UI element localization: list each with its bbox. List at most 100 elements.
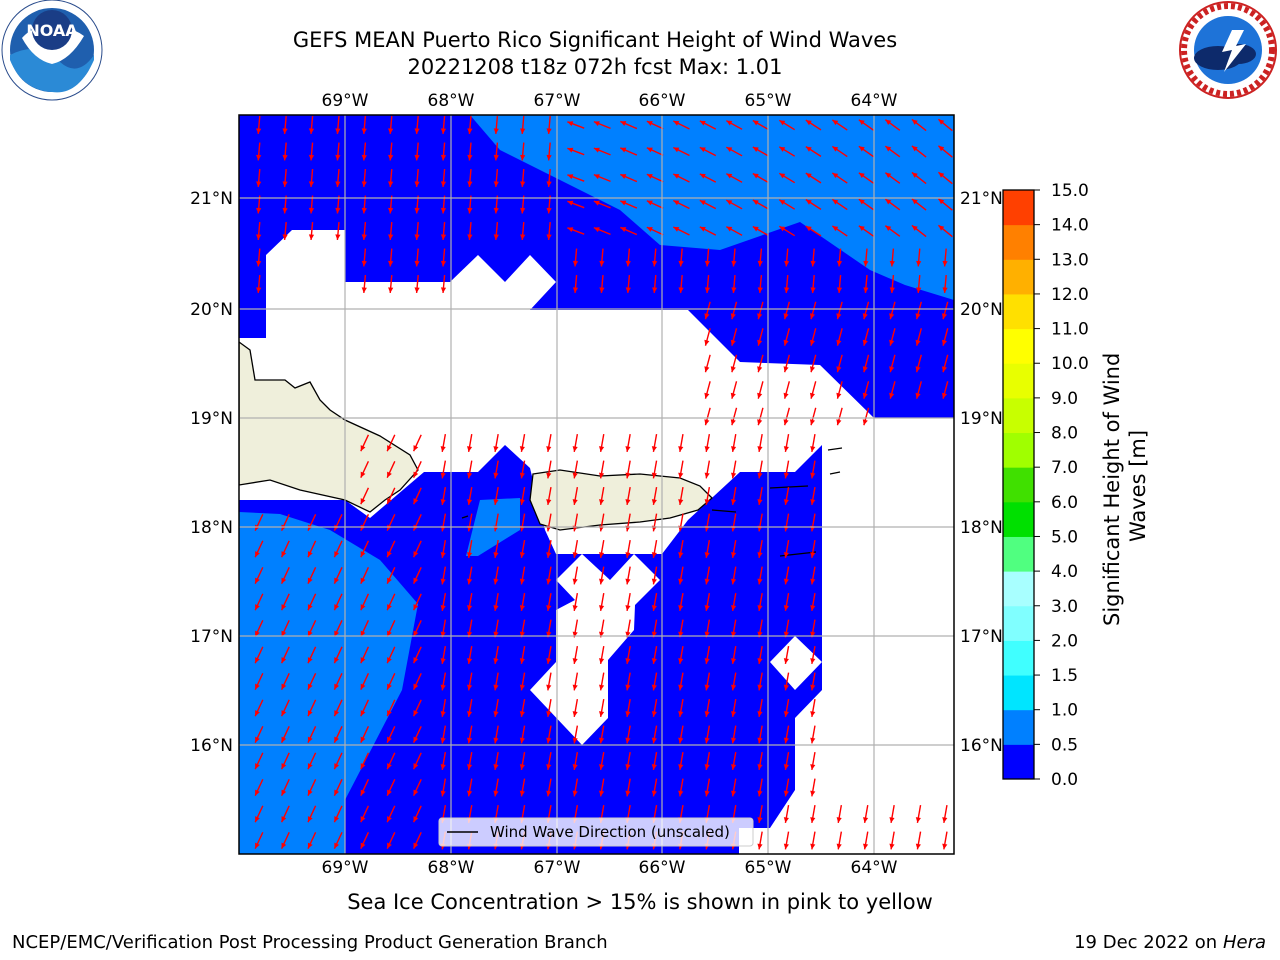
lon-tick-label: 67°W xyxy=(534,858,581,878)
wave-arrow-head xyxy=(307,842,313,849)
colorbar-tick-label: 0.5 xyxy=(1051,735,1078,755)
wave-arrow-head xyxy=(889,843,895,850)
wave-arrow-head xyxy=(413,789,419,796)
wave-arrow-head xyxy=(572,260,579,267)
colorbar-segment xyxy=(1003,328,1034,364)
colorbar-segment xyxy=(1003,675,1034,711)
wave-arrow-head xyxy=(805,173,812,179)
colorbar-segment xyxy=(1003,190,1034,226)
wave-arrow-head xyxy=(783,499,789,505)
colorbar-segment xyxy=(1003,571,1034,607)
wave-arrow-head xyxy=(810,578,816,585)
wave-arrow-head xyxy=(704,711,710,717)
wave-arrow-head xyxy=(599,446,605,452)
wave-arrow-head xyxy=(360,604,366,611)
wave-arrow-head xyxy=(810,737,816,744)
wave-arrow-head xyxy=(832,146,839,152)
wave-arrow-head xyxy=(493,790,499,797)
wave-arrow-head xyxy=(941,313,947,320)
wave-arrow-head xyxy=(915,817,921,823)
wave-arrow-head xyxy=(467,234,473,240)
wave-arrow-head xyxy=(281,816,287,823)
wave-arrow-head xyxy=(704,790,710,797)
wave-arrow-head xyxy=(783,578,789,585)
wave-arrow-head xyxy=(281,551,287,558)
wave-arrow-head xyxy=(440,446,446,452)
wave-arrow-head xyxy=(255,577,260,584)
legend-label: Wind Wave Direction (unscaled) xyxy=(490,823,730,841)
wave-arrow-head xyxy=(809,392,815,399)
wave-arrow-head xyxy=(360,816,366,823)
wave-arrow-head xyxy=(620,174,627,179)
wave-arrow-head xyxy=(519,499,525,505)
wave-arrow-head xyxy=(731,578,737,585)
wave-arrow-head xyxy=(731,287,737,293)
wave-arrow-head xyxy=(256,181,262,187)
wave-arrow-head xyxy=(307,816,313,823)
wave-arrow-head xyxy=(784,260,790,267)
wave-arrow-head xyxy=(810,658,816,664)
wave-arrow-head xyxy=(678,711,684,717)
colorbar-tick-label: 9.0 xyxy=(1051,389,1078,409)
wave-arrow-head xyxy=(572,446,578,452)
wave-arrow-head xyxy=(493,684,499,691)
wave-arrow-head xyxy=(862,392,868,399)
nws-logo-icon xyxy=(1179,1,1277,99)
wave-arrow-head xyxy=(783,419,789,426)
wave-arrow-head xyxy=(413,604,419,611)
wave-arrow-head xyxy=(757,817,763,823)
wave-arrow-head xyxy=(388,181,394,187)
wave-arrow-head xyxy=(916,260,922,267)
wave-arrow-head xyxy=(334,551,340,558)
wave-arrow-head xyxy=(546,605,552,611)
wave-arrow-head xyxy=(256,234,262,240)
wave-arrow-head xyxy=(413,630,419,637)
wave-arrow-head xyxy=(387,816,392,823)
wave-arrow-head xyxy=(651,446,657,452)
wave-arrow-head xyxy=(810,552,816,558)
wave-arrow-head xyxy=(519,552,525,558)
wave-arrow-head xyxy=(387,630,392,637)
wave-arrow-head xyxy=(599,472,605,479)
wave-arrow-head xyxy=(757,764,763,770)
wave-arrow-head xyxy=(810,684,816,691)
wave-arrow-head xyxy=(809,366,815,373)
wave-arrow-head xyxy=(440,684,446,691)
wave-arrow-head xyxy=(704,472,710,479)
wave-arrow-head xyxy=(593,174,600,180)
wave-arrow-head xyxy=(413,471,419,478)
wave-arrow-head xyxy=(625,790,631,797)
wave-arrow-head xyxy=(255,736,260,743)
wave-arrow-head xyxy=(678,658,684,664)
wave-arrow-head xyxy=(440,605,446,611)
map-legend: Wind Wave Direction (unscaled) xyxy=(438,817,754,847)
wave-arrow-head xyxy=(334,710,340,717)
wave-arrow-head xyxy=(572,605,578,611)
wave-arrow-head xyxy=(360,445,366,452)
wave-arrow-head xyxy=(863,843,869,850)
colorbar: 0.0 0.5 1.0 1.5 2.0 3.0 4.0 5.0 6.0 7.0 8.0 9.0 10.0… xyxy=(1002,181,1089,790)
wave-arrow-head xyxy=(493,154,499,161)
colorbar-segment xyxy=(1003,640,1034,676)
wave-arrow-head xyxy=(916,287,922,293)
wave-arrow-head xyxy=(467,154,473,161)
wave-arrow-head xyxy=(757,843,763,850)
wave-arrow-head xyxy=(467,684,473,691)
wave-arrow-head xyxy=(678,764,684,770)
wave-arrow-head xyxy=(334,789,340,796)
wave-arrow-head xyxy=(911,225,918,231)
lat-tick-label: 19°N xyxy=(960,409,1003,429)
wave-arrow-head xyxy=(726,200,733,206)
wave-arrow-head xyxy=(440,287,447,293)
wave-arrow-head xyxy=(783,711,789,717)
colorbar-tick-label: 3.0 xyxy=(1051,597,1078,617)
wave-arrow-head xyxy=(858,119,865,126)
wave-arrow-head xyxy=(646,174,653,179)
wave-arrow-head xyxy=(704,605,710,611)
wave-arrow-head xyxy=(646,121,653,126)
wave-arrow-head xyxy=(546,472,552,479)
wave-arrow-head xyxy=(467,446,473,452)
lat-tick-label: 16°N xyxy=(960,736,1003,756)
wave-arrow-head xyxy=(731,605,737,611)
